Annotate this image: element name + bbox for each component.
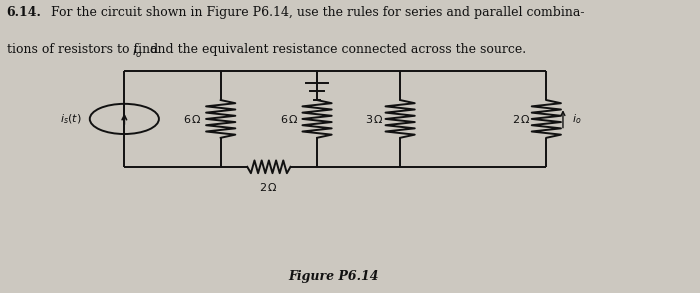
Text: tions of resistors to find: tions of resistors to find [7, 43, 162, 57]
Text: 6.14.: 6.14. [7, 6, 41, 19]
Text: $3\,\Omega$: $3\,\Omega$ [365, 113, 384, 125]
Text: For the circuit shown in Figure P6.14, use the rules for series and parallel com: For the circuit shown in Figure P6.14, u… [43, 6, 584, 19]
Text: $6\,\Omega$: $6\,\Omega$ [183, 113, 202, 125]
Text: and the equivalent resistance connected across the source.: and the equivalent resistance connected … [146, 43, 526, 57]
Text: $i_o$: $i_o$ [132, 43, 142, 59]
Text: $6\,\Omega$: $6\,\Omega$ [279, 113, 298, 125]
Text: $i_o$: $i_o$ [572, 112, 581, 126]
Text: $i_s(t)$: $i_s(t)$ [60, 112, 82, 126]
Text: $2\,\Omega$: $2\,\Omega$ [512, 113, 531, 125]
Text: Figure P6.14: Figure P6.14 [288, 270, 379, 283]
Text: $2\,\Omega$: $2\,\Omega$ [260, 181, 279, 193]
